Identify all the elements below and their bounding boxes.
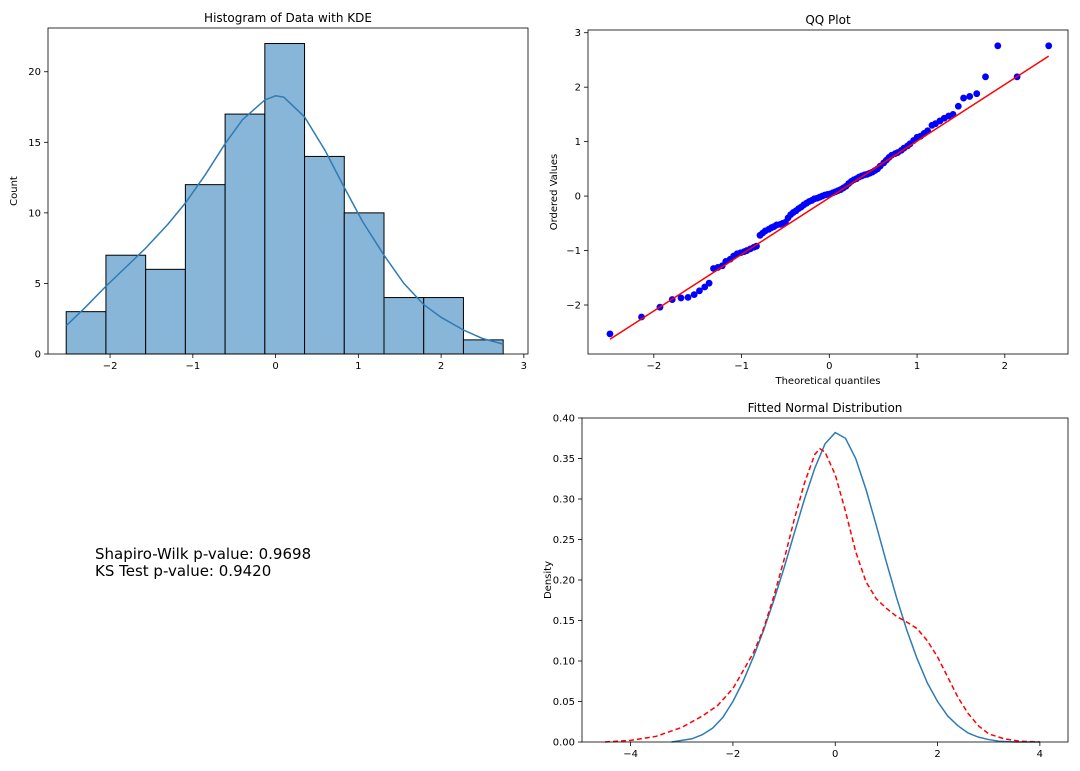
qq-point [994, 42, 1002, 50]
shapiro-wilk-result: Shapiro-Wilk p-value: 0.9698 [95, 545, 312, 563]
qq-ytick-label: 2 [575, 83, 581, 94]
fit-xtick-label: 0 [832, 749, 838, 760]
hist-bar [105, 254, 147, 355]
hist-xtick-label: 3 [521, 361, 527, 372]
qq-point [960, 94, 967, 102]
hist-title: Histogram of Data with KDE [204, 11, 372, 25]
hist-xtick-label: 1 [355, 361, 361, 372]
density-curve-dashed [604, 447, 1040, 743]
fit-xtick-label: 4 [1037, 749, 1043, 760]
qq-xtick-label: 1 [914, 361, 920, 372]
hist-bar [304, 155, 345, 355]
fit-xtick-label: 2 [934, 749, 940, 760]
qq-ytick-label: 0 [575, 192, 581, 203]
fit-frame [581, 417, 1069, 743]
fit-ytick-label: 0.00 [553, 738, 575, 749]
hist-ytick-label: 5 [35, 279, 41, 290]
hist-ytick-label: 10 [28, 208, 41, 219]
hist-frame [47, 27, 529, 355]
hist-xtick-label: 0 [272, 361, 278, 372]
qq-ytick-label: −2 [566, 300, 581, 311]
qq-ytick-label: 3 [575, 28, 581, 39]
fit-ytick-label: 0.05 [553, 697, 575, 708]
histogram-panel: −2 −1 0 1 2 3 0 5 10 15 20 Histogram of Data with K… [9, 11, 529, 372]
fit-title: Fitted Normal Distribution [748, 401, 903, 415]
fit-ytick-label: 0.15 [553, 616, 575, 627]
qq-xtick-label: −1 [734, 361, 749, 372]
hist-bar [184, 184, 226, 355]
qq-fit-line [609, 55, 1050, 340]
qq-point [684, 293, 692, 301]
hist-xtick-label: 2 [438, 361, 444, 372]
qq-xlabel: Theoretical quantiles [774, 376, 880, 387]
fit-ylabel: Density [543, 561, 554, 599]
hist-bar [383, 297, 425, 355]
fit-ytick-label: 0.20 [553, 576, 575, 587]
hist-ylabel: Count [9, 176, 20, 206]
hist-ytick-label: 15 [28, 138, 41, 149]
qq-point [690, 291, 698, 299]
hist-bar [264, 43, 306, 355]
fit-ytick-label: 0.30 [553, 495, 575, 506]
qq-xtick-label: 2 [1002, 361, 1008, 372]
hist-bar [224, 113, 266, 355]
hist-xtick-label: −2 [103, 361, 118, 372]
qq-xtick-label: −2 [646, 361, 661, 372]
hist-bar [343, 212, 385, 355]
qq-ylabel: Ordered Values [549, 154, 560, 231]
fit-ytick-label: 0.25 [553, 535, 575, 546]
qq-point [966, 93, 974, 100]
hist-ytick-label: 0 [35, 350, 41, 361]
qq-ytick-label: −1 [566, 246, 581, 257]
hist-bar [65, 311, 107, 355]
qq-point [954, 102, 962, 110]
qq-point [973, 90, 981, 98]
hist-ytick-label: 20 [28, 67, 41, 78]
qq-point [701, 283, 709, 291]
qq-point [1045, 42, 1053, 50]
qq-plot-panel: −2 −1 0 1 2 −2 −1 0 1 2 3 QQ Plot Theoretical quanti… [549, 13, 1069, 387]
qq-ytick-label: 1 [575, 137, 581, 148]
fit-xtick-label: −2 [726, 749, 741, 760]
fit-ytick-label: 0.10 [553, 657, 575, 668]
hist-bar [145, 268, 186, 355]
qq-point [705, 279, 713, 287]
kde-curve [65, 94, 504, 345]
qq-frame [587, 29, 1069, 355]
ks-test-result: KS Test p-value: 0.9420 [95, 562, 272, 580]
qq-point [696, 287, 703, 295]
qq-point [677, 294, 685, 302]
density-curve-solid [671, 431, 1040, 743]
qq-point [982, 73, 989, 81]
fit-ytick-label: 0.40 [553, 414, 575, 425]
fit-xtick-label: −4 [623, 749, 638, 760]
hist-xtick-label: −1 [185, 361, 200, 372]
fitted-normal-panel: −4 −2 0 2 4 0.00 0.05 0.10 0.15 0.20 0.25 0.30 0.35 0… [543, 401, 1069, 760]
qq-point [606, 330, 614, 338]
qq-title: QQ Plot [805, 13, 851, 27]
fit-ytick-label: 0.35 [553, 454, 575, 465]
normality-test-results: Shapiro-Wilk p-value: 0.9698 KS Test p-v… [95, 546, 311, 580]
qq-xtick-label: 0 [826, 361, 832, 372]
